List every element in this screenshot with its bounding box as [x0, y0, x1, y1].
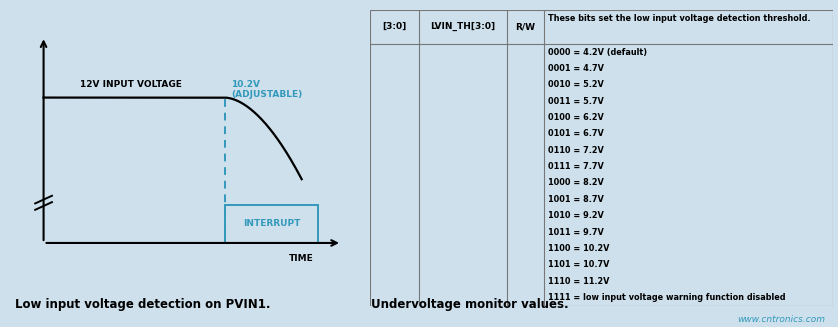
- Text: 1000 = 8.2V: 1000 = 8.2V: [547, 179, 603, 187]
- Text: 12V INPUT VOLTAGE: 12V INPUT VOLTAGE: [80, 80, 182, 89]
- Text: TIME: TIME: [289, 254, 314, 263]
- Text: 1010 = 9.2V: 1010 = 9.2V: [547, 211, 603, 220]
- Bar: [225, 205, 318, 243]
- Text: 1101 = 10.7V: 1101 = 10.7V: [547, 260, 609, 269]
- Text: 1111 = low input voltage warning function disabled: 1111 = low input voltage warning functio…: [547, 293, 785, 302]
- Text: www.cntronics.com: www.cntronics.com: [737, 315, 825, 324]
- Text: 1011 = 9.7V: 1011 = 9.7V: [547, 228, 603, 237]
- Text: 0111 = 7.7V: 0111 = 7.7V: [547, 162, 603, 171]
- Text: 10.2V
(ADJUSTABLE): 10.2V (ADJUSTABLE): [231, 80, 303, 99]
- Text: 0110 = 7.2V: 0110 = 7.2V: [547, 146, 603, 155]
- Text: 0100 = 6.2V: 0100 = 6.2V: [547, 113, 603, 122]
- Text: 0010 = 5.2V: 0010 = 5.2V: [547, 80, 603, 89]
- Text: These bits set the low input voltage detection threshold.: These bits set the low input voltage det…: [547, 14, 810, 23]
- Text: Undervoltage monitor values.: Undervoltage monitor values.: [371, 298, 569, 311]
- Text: 0101 = 6.7V: 0101 = 6.7V: [547, 129, 603, 138]
- Text: 1110 = 11.2V: 1110 = 11.2V: [547, 277, 609, 286]
- Text: [3:0]: [3:0]: [383, 22, 406, 31]
- Text: 0001 = 4.7V: 0001 = 4.7V: [547, 64, 603, 73]
- Text: 0011 = 5.7V: 0011 = 5.7V: [547, 97, 603, 106]
- Text: Low input voltage detection on PVIN1.: Low input voltage detection on PVIN1.: [15, 298, 271, 311]
- Text: LVIN_TH[3:0]: LVIN_TH[3:0]: [431, 22, 495, 31]
- Text: 1100 = 10.2V: 1100 = 10.2V: [547, 244, 609, 253]
- Text: R/W: R/W: [515, 22, 535, 31]
- Text: 0000 = 4.2V (default): 0000 = 4.2V (default): [547, 47, 647, 57]
- Text: 1001 = 8.7V: 1001 = 8.7V: [547, 195, 603, 204]
- Text: INTERRUPT: INTERRUPT: [243, 219, 300, 228]
